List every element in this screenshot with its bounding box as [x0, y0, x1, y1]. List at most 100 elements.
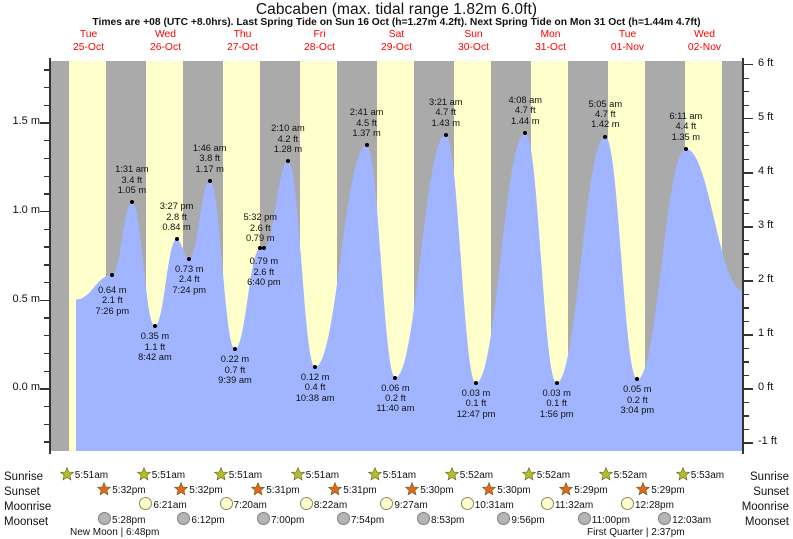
tide-point-label: 6:11 am 4.4 ft 1.35 m — [642, 111, 730, 142]
rowlabel-right-moonset: Moonset — [744, 516, 789, 528]
moonrise-icon — [299, 497, 313, 510]
tide-height-ft: 2.1 ft — [102, 295, 123, 306]
tide-height-ft: 0.2 ft — [626, 394, 648, 405]
tide-height-m: 1.35 m — [671, 131, 701, 142]
axis-tick-label: 3 ft — [758, 219, 774, 232]
tide-chart-plot-area — [50, 61, 743, 451]
tide-point-marker — [129, 200, 134, 205]
sunrise-entry-6: 5:52am — [521, 467, 570, 481]
day-date: 30-Oct — [458, 41, 489, 53]
tide-point-label: 1:31 am 3.4 ft 1.05 m — [88, 164, 176, 195]
axis-tick — [744, 118, 753, 120]
tide-time: 4:08 am — [508, 94, 543, 105]
day-of-week: Thu — [233, 29, 252, 40]
sunset-time: 5:31pm — [266, 485, 300, 496]
moonrise-icon — [460, 497, 474, 510]
sunset-icon — [97, 482, 112, 496]
axis-tick — [744, 253, 749, 255]
axis-tick-label: 4 ft — [758, 165, 774, 178]
sunset-icon — [174, 482, 189, 496]
sunrise-icon — [367, 467, 382, 481]
moonset-entry-3: 7:54pm — [336, 512, 384, 526]
tide-point-label: 2:10 am 4.2 ft 1.28 m — [244, 123, 332, 154]
tide-point-label: 5:05 am 4.7 ft 1.42 m — [561, 99, 649, 130]
axis-tick-label: 0 ft — [758, 381, 774, 394]
tide-point-label: 1:46 am 3.8 ft 1.17 m — [166, 143, 254, 174]
tide-point-label: 3:27 pm 2.8 ft 0.84 m — [133, 201, 221, 232]
tide-point-marker — [474, 380, 478, 385]
tide-height-m: 1.17 m — [195, 163, 224, 174]
sunset-icon — [636, 482, 651, 496]
day-of-week: Wed — [155, 29, 176, 40]
tide-height-ft: 3.4 ft — [121, 174, 143, 185]
sunrise-time: 5:51am — [305, 470, 340, 481]
tide-point-label: 0.12 m 0.4 ft 10:38 am — [271, 372, 359, 403]
moonrise-time: 8:22am — [313, 500, 348, 511]
moonrise-icon — [621, 497, 634, 510]
axis-tick-label: 0.0 m — [12, 381, 40, 394]
sunrise-entry-4: 5:51am — [367, 467, 416, 481]
sunrise-icon — [675, 467, 690, 481]
tide-height-ft: 3.8 ft — [199, 153, 220, 164]
page-subtitle: Times are +08 (UTC +8.0hrs). Last Spring… — [92, 17, 701, 28]
tide-time: 1:31 am — [115, 164, 149, 175]
separator: | — [643, 527, 652, 538]
tide-height-ft: 4.4 ft — [675, 121, 697, 132]
rowlabel-right-sunrise: Sunrise — [750, 471, 789, 483]
tide-height-m: 1.44 m — [511, 115, 540, 126]
sunset-entry-0: 5:32pm — [97, 482, 146, 496]
axis-tick — [744, 374, 749, 377]
tide-point-marker — [285, 159, 290, 164]
moonrise-entry-6: 12:28pm — [621, 497, 674, 511]
sunset-time: 5:30pm — [497, 485, 531, 496]
axis-tick — [44, 175, 49, 177]
tide-height-ft: 1.1 ft — [144, 341, 166, 352]
axis-tick — [44, 423, 49, 426]
tide-time: 2:10 am — [271, 123, 305, 134]
moonrise-time: 9:27am — [394, 500, 428, 511]
day-date: 31-Oct — [535, 41, 566, 53]
moonrise-entry-5: 11:32am — [540, 497, 593, 511]
tide-area-fill — [76, 133, 743, 451]
axis-tick — [744, 199, 749, 201]
sunset-time: 5:29pm — [574, 485, 608, 496]
moonset-time: 8:53pm — [430, 515, 465, 526]
sunrise-time: 5:51am — [228, 470, 263, 481]
axis-tick — [744, 77, 749, 79]
rowlabel-right-sunset: Sunset — [753, 486, 789, 498]
moonset-icon — [416, 512, 430, 525]
axis-tick — [44, 69, 49, 71]
axis-tick — [44, 370, 49, 372]
tide-time: 5:05 am — [588, 98, 623, 109]
tide-height-m: 0.06 m — [381, 382, 410, 393]
tide-height-m: 1.37 m — [352, 128, 381, 139]
tide-point-label: 5:32 pm 2.6 ft 0.79 m — [216, 212, 304, 243]
moonrise-icon — [540, 497, 554, 510]
day-header-5: Sun 30-Oct — [435, 29, 512, 55]
moonset-icon — [98, 512, 112, 525]
axis-tick — [744, 185, 749, 187]
tide-height-m: 1.43 m — [431, 117, 460, 128]
sunrise-icon — [521, 467, 536, 481]
night-band-0 — [50, 61, 69, 451]
tide-height-ft: 2.6 ft — [253, 266, 275, 277]
moonrise-entry-2: 8:22am — [299, 497, 348, 511]
axis-tick — [44, 193, 49, 195]
moon-phase-name: First Quarter — [587, 527, 644, 538]
sunset-icon — [251, 482, 266, 496]
tide-point-label: 0.73 m 2.4 ft 7:24 pm — [145, 264, 233, 295]
tide-time: 7:24 pm — [172, 284, 207, 295]
day-header-1: Wed 26-Oct — [127, 29, 204, 55]
axis-tick — [44, 140, 49, 142]
sunrise-time: 5:51am — [74, 470, 109, 481]
axis-tick — [744, 320, 749, 323]
axis-tick — [744, 226, 753, 228]
tide-height-m: 0.73 m — [175, 263, 204, 274]
sunrise-time: 5:52am — [613, 470, 648, 481]
axis-tick — [744, 239, 749, 242]
tide-point-marker — [443, 132, 448, 137]
sunset-time: 5:31pm — [343, 485, 377, 496]
rowlabel-right-moonrise: Moonrise — [741, 501, 789, 513]
tide-point-label: 0.03 m 0.1 ft 12:47 pm — [432, 388, 520, 419]
moon-phase-time: 2:37pm — [651, 527, 685, 538]
